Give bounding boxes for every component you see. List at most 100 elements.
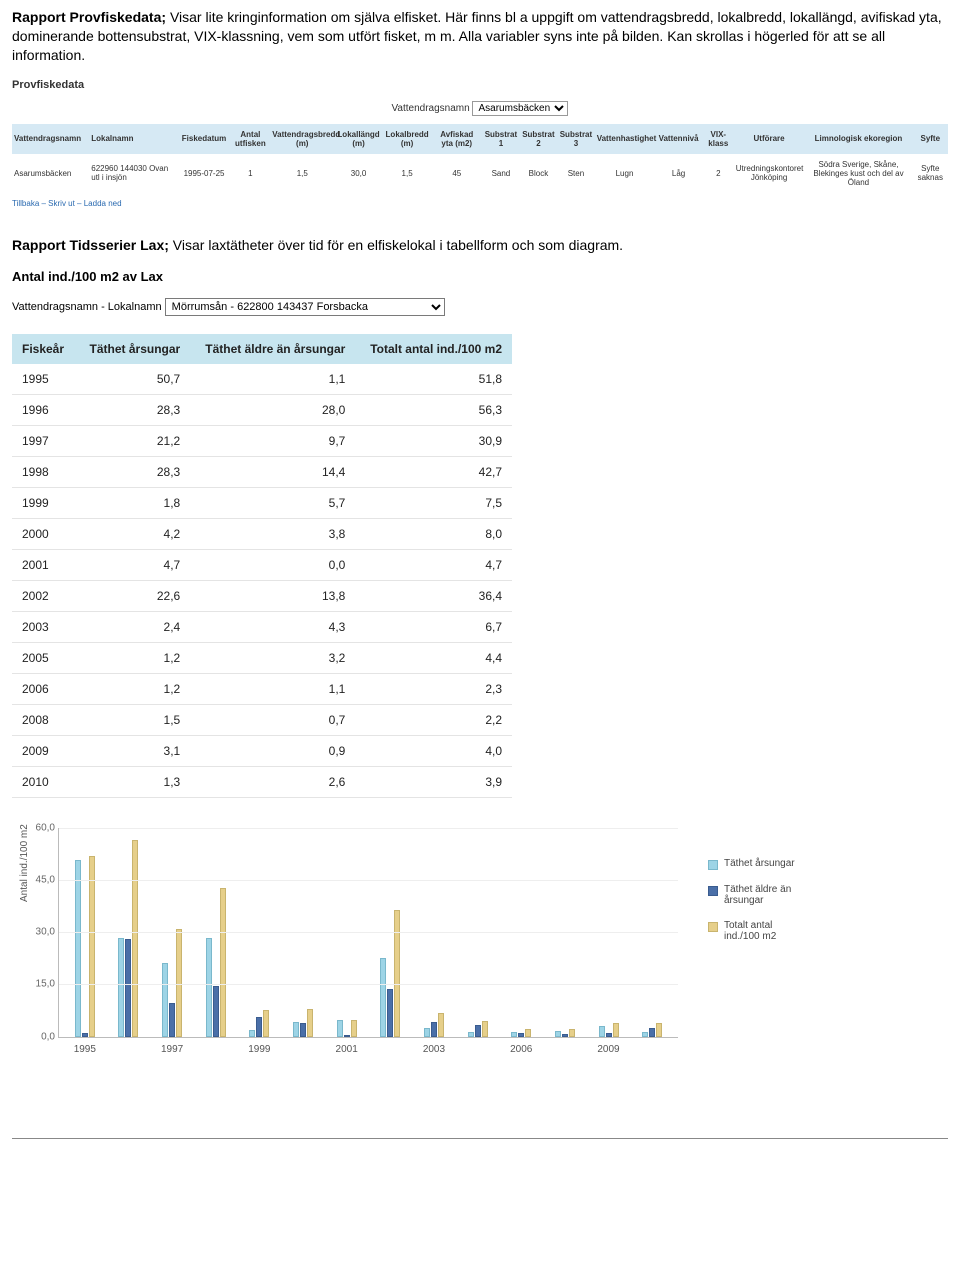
legend-label-2: Täthet äldre än årsungar bbox=[724, 884, 808, 906]
ai-cell: 1998 bbox=[12, 456, 76, 487]
pfd-cell: 1,5 bbox=[383, 154, 432, 193]
bar bbox=[613, 1023, 619, 1037]
pfd-col-header: Vattenhastighet bbox=[595, 124, 655, 154]
legend-swatch-3 bbox=[708, 922, 718, 932]
bar bbox=[206, 938, 212, 1037]
ai-col-header: Fiskeår bbox=[12, 334, 76, 364]
ai-cell: 4,0 bbox=[355, 735, 512, 766]
ai-cell: 28,3 bbox=[76, 456, 190, 487]
table-row: 20032,44,36,7 bbox=[12, 611, 512, 642]
table-row: 20081,50,72,2 bbox=[12, 704, 512, 735]
x-tick-label: 1995 bbox=[65, 1044, 105, 1055]
ai-cell: 1995 bbox=[12, 364, 76, 395]
pfd-cell: 1 bbox=[231, 154, 271, 193]
x-tick-label: 2003 bbox=[414, 1044, 454, 1055]
ai-cell: 56,3 bbox=[355, 394, 512, 425]
bar bbox=[438, 1013, 444, 1036]
table-row: 20093,10,94,0 bbox=[12, 735, 512, 766]
bar bbox=[300, 1023, 306, 1036]
pfd-cell: 30,0 bbox=[334, 154, 383, 193]
intro-1-bold: Rapport Provfiskedata; bbox=[12, 9, 166, 25]
ai-cell: 1996 bbox=[12, 394, 76, 425]
pfd-cell: Utredningskontoret Jönköping bbox=[734, 154, 805, 193]
ai-cell: 13,8 bbox=[190, 580, 355, 611]
pfd-col-header: Substrat 3 bbox=[557, 124, 595, 154]
y-tick-label: 45,0 bbox=[36, 874, 55, 885]
bar bbox=[656, 1023, 662, 1037]
legend-swatch-1 bbox=[708, 860, 718, 870]
page-divider bbox=[12, 1138, 948, 1139]
ai-cell: 3,8 bbox=[190, 518, 355, 549]
intro-2-text: Visar laxtätheter över tid för en elfisk… bbox=[173, 237, 623, 253]
ai-cell: 4,3 bbox=[190, 611, 355, 642]
antal-ind-panel: Antal ind./100 m2 av Lax Vattendragsnamn… bbox=[12, 269, 948, 1088]
ai-filter-label: Vattendragsnamn - Lokalnamn bbox=[12, 301, 162, 313]
ai-cell: 4,2 bbox=[76, 518, 190, 549]
ai-cell: 1,8 bbox=[76, 487, 190, 518]
pfd-col-header: Vattendragsnamn bbox=[12, 124, 89, 154]
table-row: 199828,314,442,7 bbox=[12, 456, 512, 487]
x-tick-label: 2001 bbox=[327, 1044, 367, 1055]
ai-col-header: Täthet äldre än årsungar bbox=[190, 334, 355, 364]
bar bbox=[263, 1010, 269, 1036]
ai-cell: 2000 bbox=[12, 518, 76, 549]
chart-legend: Täthet årsungar Täthet äldre än årsungar… bbox=[708, 858, 808, 956]
x-tick-label bbox=[632, 1044, 672, 1055]
ai-cell: 2003 bbox=[12, 611, 76, 642]
x-tick-label bbox=[109, 1044, 149, 1055]
pfd-col-header: Lokalbredd (m) bbox=[383, 124, 432, 154]
x-tick-label: 1997 bbox=[152, 1044, 192, 1055]
ai-cell: 7,5 bbox=[355, 487, 512, 518]
table-row: 199721,29,730,9 bbox=[12, 425, 512, 456]
pfd-cell: 1995-07-25 bbox=[178, 154, 231, 193]
bar bbox=[293, 1022, 299, 1037]
pfd-action-links[interactable]: Tillbaka – Skriv ut – Ladda ned bbox=[12, 199, 948, 208]
bar bbox=[555, 1031, 561, 1036]
ai-filter-select[interactable]: Mörrumsån - 622800 143437 Forsbacka bbox=[165, 298, 445, 316]
ai-cell: 2001 bbox=[12, 549, 76, 580]
pfd-col-header: Avfiskad yta (m2) bbox=[431, 124, 482, 154]
legend-item-2: Täthet äldre än årsungar bbox=[708, 884, 808, 906]
ai-cell: 1,5 bbox=[76, 704, 190, 735]
bar bbox=[562, 1034, 568, 1036]
ai-cell: 51,8 bbox=[355, 364, 512, 395]
pfd-col-header: Substrat 2 bbox=[520, 124, 558, 154]
ai-cell: 3,2 bbox=[190, 642, 355, 673]
x-tick-label bbox=[458, 1044, 498, 1055]
intro-paragraph-1: Rapport Provfiskedata; Visar lite kringi… bbox=[12, 8, 948, 65]
pfd-col-header: Fiskedatum bbox=[178, 124, 231, 154]
ai-cell: 42,7 bbox=[355, 456, 512, 487]
pfd-cell: 1,5 bbox=[270, 154, 334, 193]
table-row: 19991,85,77,5 bbox=[12, 487, 512, 518]
bar bbox=[162, 963, 168, 1037]
x-tick-label bbox=[370, 1044, 410, 1055]
x-tick-label: 1999 bbox=[240, 1044, 280, 1055]
ai-cell: 2006 bbox=[12, 673, 76, 704]
pfd-col-header: Syfte bbox=[913, 124, 948, 154]
bar bbox=[220, 888, 226, 1037]
bar bbox=[518, 1033, 524, 1037]
antal-ind-table: FiskeårTäthet årsungarTäthet äldre än år… bbox=[12, 334, 512, 798]
pfd-cell: 2 bbox=[703, 154, 734, 193]
pfd-cell: Sand bbox=[482, 154, 520, 193]
ai-cell: 1997 bbox=[12, 425, 76, 456]
ai-cell: 1,1 bbox=[190, 364, 355, 395]
bar bbox=[118, 938, 124, 1037]
y-tick-label: 0,0 bbox=[41, 1031, 55, 1042]
pfd-filter-select[interactable]: Asarumsbäcken bbox=[472, 101, 568, 116]
y-tick-label: 15,0 bbox=[36, 979, 55, 990]
pfd-col-header: Antal utfisken bbox=[231, 124, 271, 154]
pfd-cell: Låg bbox=[654, 154, 703, 193]
ai-cell: 36,4 bbox=[355, 580, 512, 611]
y-tick-label: 60,0 bbox=[36, 822, 55, 833]
pfd-cell: Sten bbox=[557, 154, 595, 193]
provfiskedata-filter-row: Vattendragsnamn Asarumsbäcken bbox=[12, 101, 948, 116]
ai-cell: 1,3 bbox=[76, 766, 190, 797]
legend-label-1: Täthet årsungar bbox=[724, 858, 795, 869]
ai-cell: 9,7 bbox=[190, 425, 355, 456]
ai-cell: 2005 bbox=[12, 642, 76, 673]
gridline bbox=[59, 880, 678, 881]
pfd-col-header: Utförare bbox=[734, 124, 805, 154]
ai-cell: 1,2 bbox=[76, 642, 190, 673]
bar bbox=[337, 1020, 343, 1036]
